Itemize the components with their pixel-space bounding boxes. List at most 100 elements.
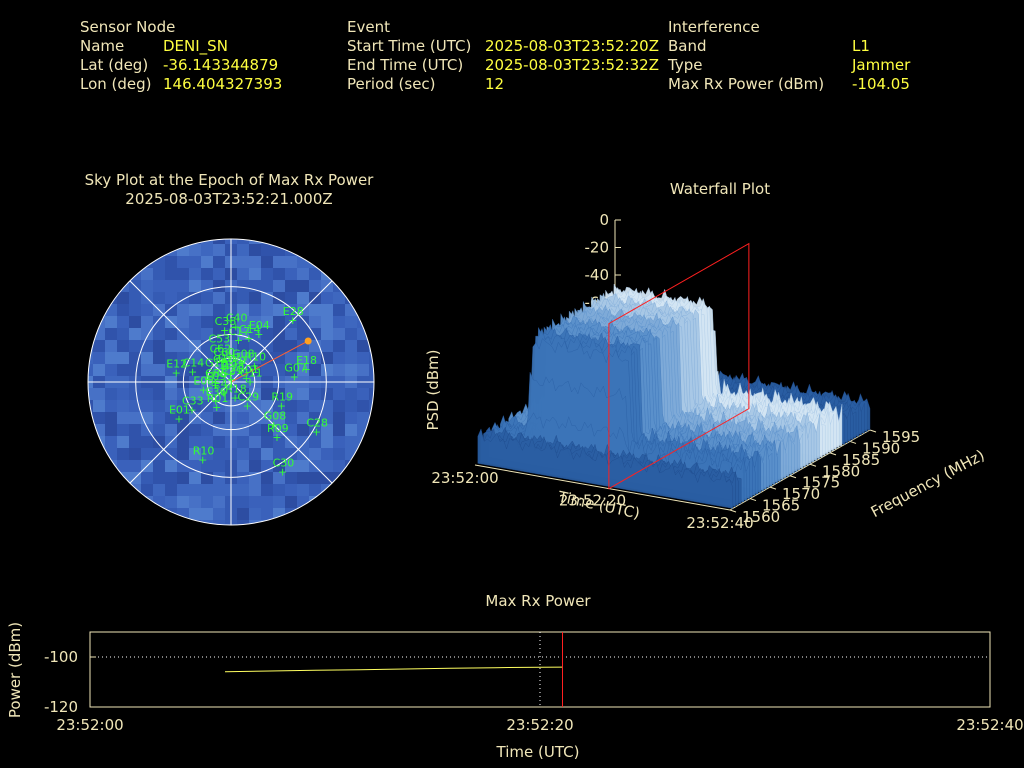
- sky-cell: [333, 472, 345, 484]
- sensor-lat-value: -36.143344879: [163, 56, 279, 74]
- sky-cell: [117, 424, 129, 436]
- sky-cell: [189, 280, 201, 292]
- sky-cell: [189, 508, 201, 520]
- sky-cell: [93, 292, 105, 304]
- sky-cell: [177, 400, 189, 412]
- sky-cell: [189, 472, 201, 484]
- satellite-marker: +: [301, 363, 310, 376]
- waterfall-frequency-tick: [829, 452, 837, 456]
- satellite-marker: +: [212, 401, 221, 414]
- interference-band-value: L1: [852, 37, 870, 55]
- sky-cell: [333, 316, 345, 328]
- sky-cell: [273, 400, 285, 412]
- sky-cell: [297, 400, 309, 412]
- event-end-label: End Time (UTC): [347, 56, 464, 74]
- sky-cell: [165, 256, 177, 268]
- sky-cell: [369, 268, 374, 280]
- sky-cell: [321, 520, 333, 525]
- sky-cell: [369, 292, 374, 304]
- sky-cell: [357, 304, 369, 316]
- satellite-marker: +: [211, 379, 220, 392]
- sky-cell: [88, 280, 93, 292]
- sky-cell: [309, 268, 321, 280]
- sky-cell: [189, 448, 201, 460]
- satellite-label: G07: [284, 361, 307, 374]
- sky-cell: [333, 424, 345, 436]
- sky-cell: [369, 460, 374, 472]
- sky-cell: [141, 520, 153, 525]
- sky-cell: [357, 244, 369, 256]
- sky-cell: [237, 244, 249, 256]
- sky-cell: [88, 496, 93, 508]
- sensor-lon-label: Lon (deg): [80, 75, 152, 93]
- sky-cell: [369, 280, 374, 292]
- satellite-marker: +: [187, 403, 196, 416]
- sky-cell: [88, 388, 93, 400]
- satellite-marker: +: [219, 386, 228, 399]
- sky-cell: [249, 436, 261, 448]
- power-y-label: Power (dBm): [6, 622, 24, 718]
- sky-cell: [165, 448, 177, 460]
- sky-cell: [321, 496, 333, 508]
- sky-cell: [201, 364, 213, 376]
- sky-cell: [141, 508, 153, 520]
- sky-cell: [213, 268, 225, 280]
- sky-cell: [153, 400, 165, 412]
- sky-cell: [201, 460, 213, 472]
- sky-cell: [333, 340, 345, 352]
- jammer-direction-marker: [304, 337, 312, 345]
- sky-cell: [201, 316, 213, 328]
- sky-cell: [129, 448, 141, 460]
- sky-cell: [117, 472, 129, 484]
- sky-cell: [117, 448, 129, 460]
- sky-cell: [117, 244, 129, 256]
- sky-cell: [297, 239, 309, 244]
- sky-cell: [285, 472, 297, 484]
- sky-cell: [345, 520, 357, 525]
- satellite-marker: +: [272, 431, 281, 444]
- sky-cell: [165, 268, 177, 280]
- sky-cell: [285, 484, 297, 496]
- sky-cell: [273, 448, 285, 460]
- sky-cell: [117, 280, 129, 292]
- sky-cell: [177, 352, 189, 364]
- sky-cell: [165, 412, 177, 424]
- sky-cell: [369, 239, 374, 244]
- sky-cell: [333, 256, 345, 268]
- sky-cell: [369, 436, 374, 448]
- satellite-label: C53: [209, 333, 231, 346]
- sky-cell: [177, 280, 189, 292]
- sky-cell: [213, 316, 225, 328]
- sky-cell: [237, 496, 249, 508]
- interference-band-label: Band: [668, 37, 707, 55]
- sky-cell: [321, 244, 333, 256]
- sky-cell: [153, 316, 165, 328]
- sky-cell: [165, 292, 177, 304]
- sky-cell: [237, 412, 249, 424]
- satellite-marker: +: [188, 366, 197, 379]
- sky-cell: [321, 316, 333, 328]
- satellite-label: C50: [218, 351, 240, 364]
- waterfall-psd-tick-label: -40: [585, 266, 610, 284]
- satellite-marker: +: [278, 465, 287, 478]
- sky-cell: [213, 256, 225, 268]
- satellite-marker: +: [218, 362, 227, 375]
- sky-cell: [261, 280, 273, 292]
- sky-cell: [117, 496, 129, 508]
- sky-cell: [189, 496, 201, 508]
- sky-cell: [189, 268, 201, 280]
- sky-cell: [105, 484, 117, 496]
- sky-cell: [237, 352, 249, 364]
- sky-cell: [237, 436, 249, 448]
- sky-cell: [213, 292, 225, 304]
- satellite-label: E36: [206, 385, 227, 398]
- sky-cell: [309, 400, 321, 412]
- sky-cell: [333, 239, 345, 244]
- interference-power-value: -104.05: [852, 75, 910, 93]
- sky-cell: [237, 256, 249, 268]
- sky-cell: [369, 520, 374, 525]
- satellite-label: C14: [183, 357, 205, 370]
- sky-cell: [297, 460, 309, 472]
- sky-cell: [297, 388, 309, 400]
- waterfall-time-tick-label: 23:52:40: [686, 514, 753, 532]
